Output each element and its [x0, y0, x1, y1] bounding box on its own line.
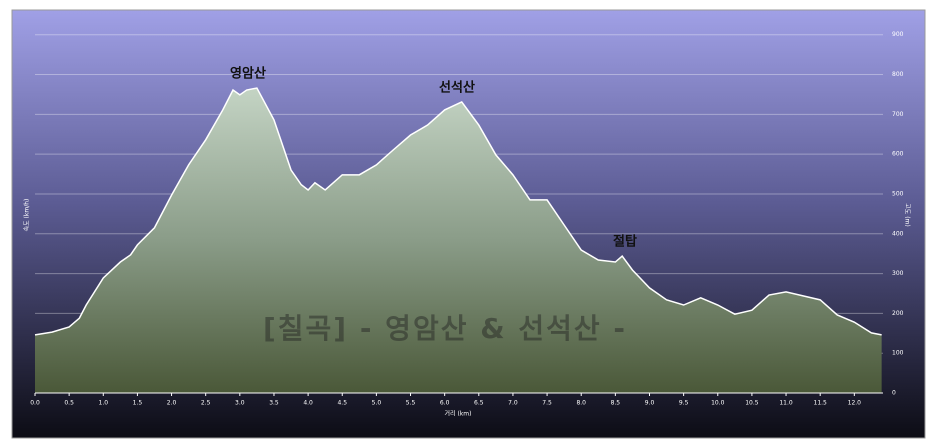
- x-tick-label: 8.5: [611, 400, 621, 407]
- y-tick-label: 700: [892, 111, 904, 118]
- x-tick-label: 7.5: [542, 400, 552, 407]
- x-tick-label: 3.0: [235, 400, 245, 407]
- area-fill: [35, 88, 882, 394]
- x-tick-label: 2.0: [167, 400, 177, 407]
- x-tick-label: 1.5: [133, 400, 143, 407]
- x-tick-label: 12.0: [848, 400, 862, 407]
- y-tick-label: 0: [892, 390, 896, 397]
- area-line: [34, 87, 882, 336]
- x-tick-label: 6.5: [474, 400, 484, 407]
- x-tick-label: 5.5: [406, 400, 416, 407]
- x-tick-label: 0.5: [64, 400, 74, 407]
- y-tick-label: 100: [892, 350, 904, 357]
- peak-annotation: 선석산: [439, 80, 475, 96]
- x-tick-label: 8.0: [576, 400, 586, 407]
- x-tick-label: 3.5: [269, 400, 279, 407]
- peak-annotation: 절탑: [613, 235, 637, 250]
- y-tick-label: 300: [892, 270, 904, 277]
- x-tick-label: 5.0: [372, 400, 382, 407]
- x-tick-label: 10.0: [711, 400, 725, 407]
- x-tick-label: 9.5: [679, 400, 689, 407]
- x-tick-label: 10.5: [745, 400, 759, 407]
- x-tick-label: 7.0: [508, 400, 518, 407]
- x-tick-label: 2.5: [201, 400, 211, 407]
- peak-annotation: 영암산: [230, 66, 266, 82]
- y-tick-label: 900: [892, 31, 904, 38]
- x-tick-label: 4.5: [337, 400, 347, 407]
- x-tick-label: 1.0: [99, 400, 109, 407]
- y-tick-label: 600: [892, 151, 904, 158]
- y-tick-label: 500: [892, 190, 904, 197]
- y-tick-label: 400: [892, 230, 904, 237]
- x-tick-label: 11.5: [814, 400, 828, 407]
- x-axis-label: 거리 (km): [445, 410, 472, 418]
- x-tick-label: 4.0: [303, 400, 313, 407]
- x-tick-label: 0.0: [30, 400, 40, 407]
- y2-axis-label: 고도 (m): [904, 203, 911, 226]
- x-tick-label: 6.0: [440, 400, 450, 407]
- y-tick-label: 200: [892, 310, 904, 317]
- watermark: [칠곡] - 영암산 & 선석산 -: [263, 312, 627, 345]
- y-axis-label: 속도 (km/h): [23, 199, 31, 232]
- x-tick-label: 11.0: [779, 400, 793, 407]
- y-tick-label: 800: [892, 71, 904, 78]
- x-tick-label: 9.0: [645, 400, 655, 407]
